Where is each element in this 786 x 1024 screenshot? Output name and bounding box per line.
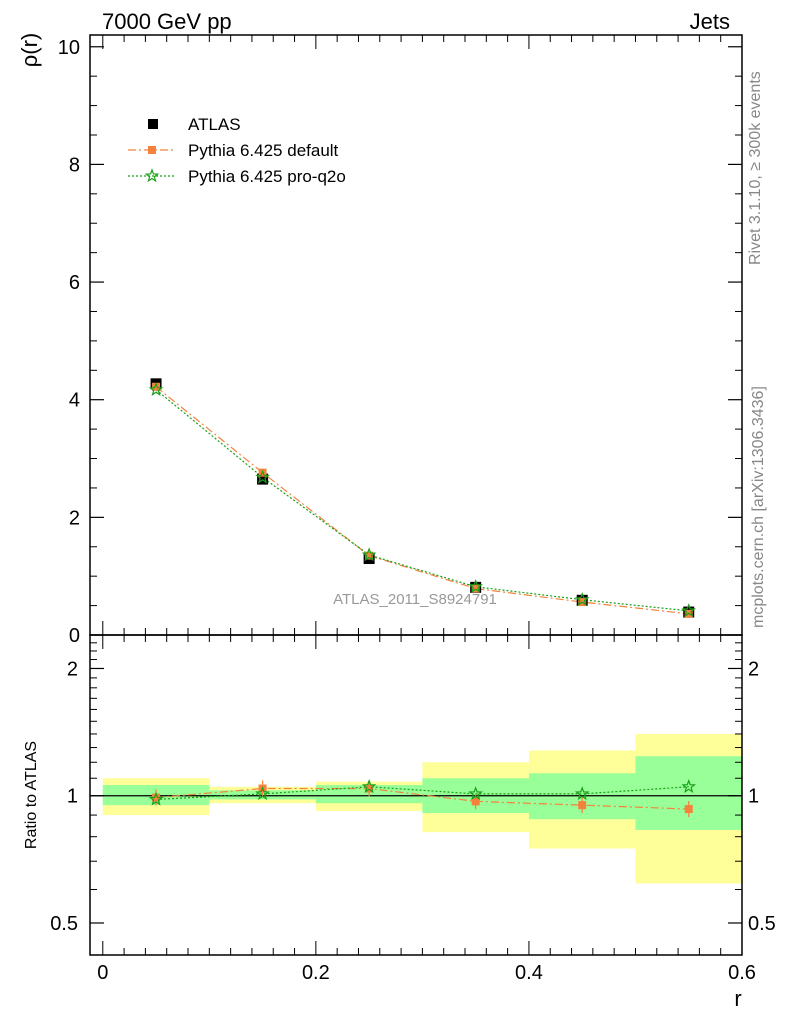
ratio-plot-frame [89,634,743,956]
ratio-y-tick-label: 0.5 [50,913,78,935]
ratio-y-tick-label-right: 1 [748,786,759,808]
main-y-axis-title: ρ(r) [17,33,42,68]
main-y-tick-label: 2 [69,507,80,529]
main-proq2o-line [155,389,689,612]
ratio-panel: 0.5 0.5 1 1 2 2 0 0.2 0.4 0.6 Ratio to ATLAS r [23,634,776,1011]
ratio-default-point [152,793,161,802]
ratio-proq2o-point [148,791,164,806]
ratio-proq2o-point [574,786,590,801]
proq2o-data-point [681,603,697,618]
legend: ATLAS Pythia 6.425 default Pythia 6.425 … [128,115,346,186]
header-energy-label: 7000 GeV pp [102,9,232,34]
rivet-version-label: Rivet 3.1.10, ≥ 300k events [747,71,764,265]
ratio-y-tick-label: 1 [67,786,78,808]
ratio-y-tick-label-right: 2 [748,658,759,680]
legend-default-label: Pythia 6.425 default [188,141,339,160]
legend-default-marker [148,146,156,154]
legend-atlas-label: ATLAS [188,115,241,134]
x-axis-title: r [734,986,741,1011]
header-jets-label: Jets [690,9,730,34]
proq2o-data-point [255,469,270,484]
legend-proq2o-label: Pythia 6.425 pro-q2o [188,167,346,186]
x-tick-label: 0.4 [515,962,543,984]
ratio-default-point [684,805,693,814]
ratio-default-point [365,784,374,793]
ratio-default-line [156,787,689,810]
main-y-tick-label: 10 [58,37,80,59]
default-data-point [365,551,374,560]
main-y-tick-label: 0 [69,625,80,647]
proq2o-data-point [148,381,164,396]
atlas-data-point [257,473,269,485]
ratio-y-tick-label: 2 [67,658,78,680]
default-data-point [152,382,161,391]
ratio-inner-band [635,756,742,830]
x-tick-label: 0 [97,962,108,984]
ratio-proq2o-point [681,779,697,794]
watermark-label: ATLAS_2011_S8924791 [333,591,497,608]
proq2o-data-point [468,579,484,594]
ratio-proq2o-line [156,786,689,801]
ratio-default-point [471,797,480,806]
proq2o-data-point [361,547,377,562]
proq2o-data-point [574,592,590,606]
main-y-tick-label: 4 [69,390,80,412]
default-data-point [471,584,480,593]
legend-proq2o-marker [144,168,160,183]
x-tick-label: 0.6 [728,962,756,984]
x-tick-label: 0.2 [302,962,330,984]
main-default-line [155,386,689,615]
ratio-proq2o-point [468,786,484,801]
main-panel: ATLAS_2011_S8924791 0 2 4 6 8 10 ρ(r) [17,33,743,647]
ratio-proq2o-point [361,779,377,794]
main-y-tick-label: 8 [69,154,80,176]
mcplots-label: mcplots.cern.ch [arXiv:1306.3436] [750,386,767,628]
legend-atlas-marker [148,119,158,129]
main-y-tick-label: 6 [69,272,80,294]
ratio-y-axis-title: Ratio to ATLAS [23,741,40,849]
ratio-proq2o-point [255,786,270,801]
ratio-default-point [578,801,587,810]
ratio-y-tick-label-right: 0.5 [748,913,776,935]
